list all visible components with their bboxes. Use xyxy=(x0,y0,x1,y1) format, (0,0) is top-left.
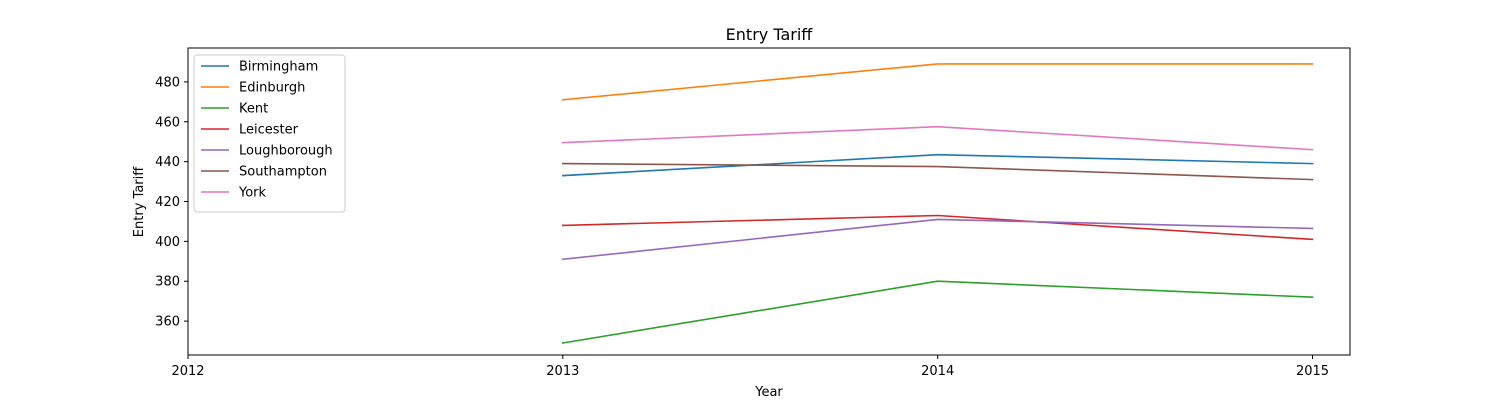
y-axis-label: Entry Tariff xyxy=(132,166,147,237)
x-tick-label: 2014 xyxy=(921,364,954,379)
series-line-loughborough xyxy=(561,218,1314,261)
chart-title: Entry Tariff xyxy=(726,25,814,44)
series-line-kent xyxy=(561,280,1314,344)
legend-label: Birmingham xyxy=(239,60,318,75)
y-tick-label: 380 xyxy=(155,275,180,290)
legend: Birmingham Edinburgh Kent Leicester Loughbor… xyxy=(193,54,346,213)
x-tick-label: 2015 xyxy=(1296,364,1329,379)
legend-label: Southampton xyxy=(239,165,327,180)
series-line-york xyxy=(561,125,1314,151)
series-line-leicester xyxy=(561,214,1314,241)
x-axis-label: Year xyxy=(754,385,783,400)
x-tick-label: 2013 xyxy=(546,364,579,379)
y-tick-label: 400 xyxy=(155,235,180,250)
legend-label: Loughborough xyxy=(239,144,333,159)
legend-label: Edinburgh xyxy=(239,81,305,96)
plot-area: 2012 2013 2014 2015 360 380 400 420 440 460 480 xyxy=(155,47,1351,379)
series-line-southampton xyxy=(561,162,1314,181)
legend-box xyxy=(193,54,346,213)
legend-label: York xyxy=(238,186,267,201)
series-line-edinburgh xyxy=(561,63,1314,101)
series-line-birmingham xyxy=(561,153,1314,177)
y-tick-label: 360 xyxy=(155,315,180,330)
y-tick-label: 480 xyxy=(155,75,180,90)
x-tick-label: 2012 xyxy=(171,364,204,379)
y-tick-label: 440 xyxy=(155,155,180,170)
legend-label: Leicester xyxy=(239,123,299,138)
legend-label: Kent xyxy=(239,102,268,117)
y-tick-label: 460 xyxy=(155,115,180,130)
y-tick-label: 420 xyxy=(155,195,180,210)
